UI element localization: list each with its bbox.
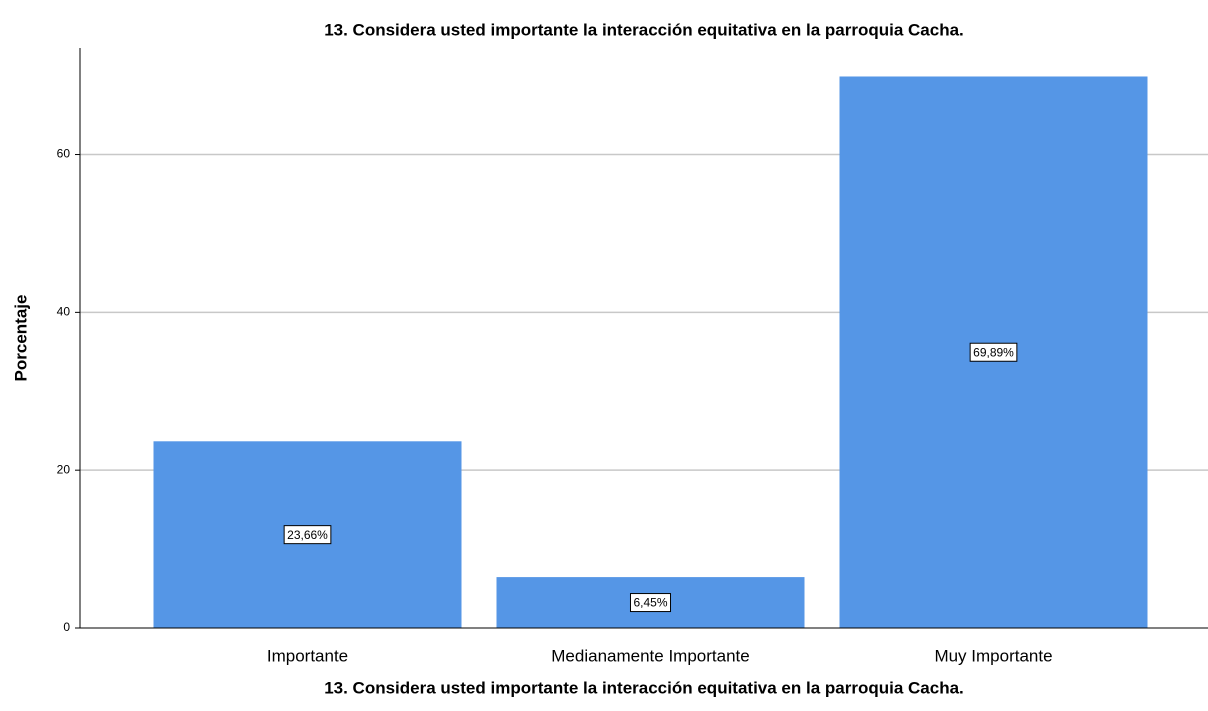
y-axis-title: Porcentaje xyxy=(11,295,30,382)
x-tick-label: Importante xyxy=(267,646,348,665)
y-tick-label: 60 xyxy=(57,147,71,161)
chart-title: 13. Considera usted importante la intera… xyxy=(324,20,964,39)
x-axis-title: 13. Considera usted importante la intera… xyxy=(324,678,964,697)
y-tick-label: 0 xyxy=(63,620,70,634)
y-tick-label: 40 xyxy=(57,305,71,319)
value-label: 23,66% xyxy=(287,528,328,542)
x-tick-label: Medianamente Importante xyxy=(551,646,749,665)
value-label: 69,89% xyxy=(973,345,1014,359)
y-tick-label: 20 xyxy=(57,462,71,476)
value-label: 6,45% xyxy=(633,596,667,610)
x-tick-label: Muy Importante xyxy=(934,646,1052,665)
value-label-box xyxy=(969,342,1018,362)
value-label-box xyxy=(283,525,332,545)
value-label-box xyxy=(629,593,672,613)
